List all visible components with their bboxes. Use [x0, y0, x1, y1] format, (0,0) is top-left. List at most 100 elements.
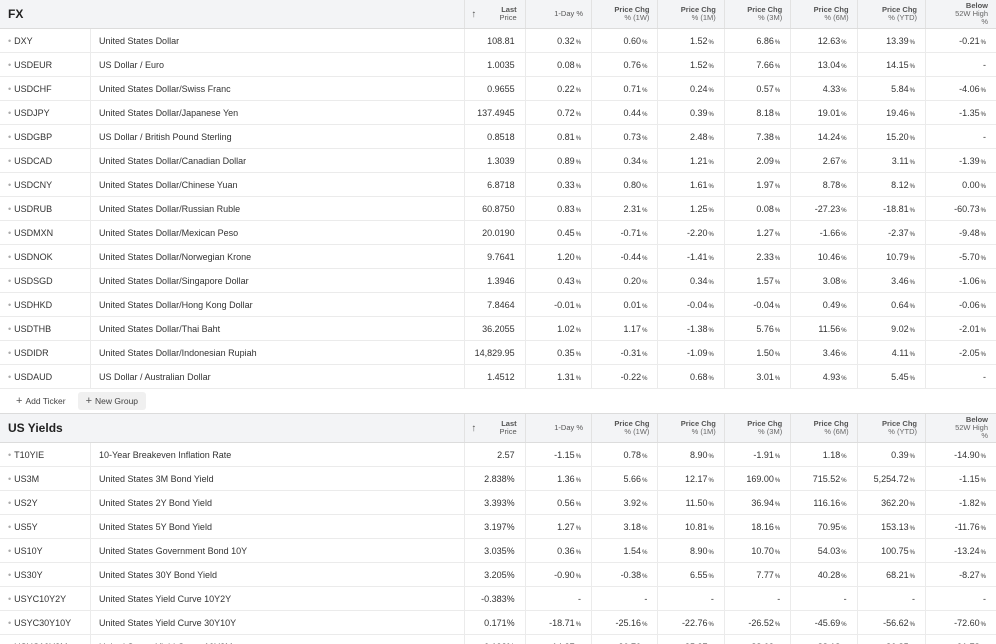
table-row[interactable]: • USDEUR US Dollar / Euro 1.0035 0.08% 0.76% 1… [0, 52, 996, 77]
table-row[interactable]: • USDCAD United States Dollar/Canadian Dol… [0, 148, 996, 173]
col-header-ytd[interactable]: Price Chg% (YTD) [856, 0, 926, 29]
percent-sign: % [841, 183, 847, 190]
ticker-cell[interactable]: • USDCAD [0, 148, 91, 173]
percent-sign: % [909, 477, 915, 484]
ticker-cell[interactable]: • USDCNY [0, 172, 91, 197]
ticker-cell[interactable]: • USDRUB [0, 196, 91, 221]
value: -25.37 [682, 642, 708, 644]
table-row[interactable]: • USDJPY United States Dollar/Japanese Yen… [0, 100, 996, 125]
row-dot-icon: • [8, 203, 12, 214]
ticker-cell[interactable]: • USDAUD [0, 364, 91, 389]
ticker-cell[interactable]: • USDTHB [0, 316, 91, 341]
value: 0.57 [756, 83, 774, 94]
percent-sign: % [909, 87, 915, 94]
value: -2.05 [959, 347, 980, 358]
table-row[interactable]: • USDHKD United States Dollar/Hong Kong Do… [0, 292, 996, 317]
table-row[interactable]: • USDSGD United States Dollar/Singapore Do… [0, 268, 996, 293]
col-header-last-price[interactable]: Last Price [500, 420, 517, 436]
ticker-cell[interactable]: • USDNOK [0, 244, 91, 269]
ticker-cell[interactable]: • US10Y [0, 538, 91, 563]
col-header-high[interactable]: Below 52W High% [925, 0, 996, 29]
col-header-m6[interactable]: Price Chg% (6M) [790, 413, 858, 443]
table-row[interactable]: • USDRUB United States Dollar/Russian Rubl… [0, 196, 996, 221]
ticker-symbol: USDMXN [14, 227, 54, 238]
ticker-cell[interactable]: • USYC30Y10Y [0, 610, 91, 635]
ticker-cell[interactable]: • US2Y [0, 490, 91, 515]
percent-sign: % [841, 39, 847, 46]
table-row[interactable]: • USDAUD US Dollar / Australian Dollar 1.45… [0, 364, 996, 389]
ticker-cell[interactable]: • T10YIE [0, 442, 91, 467]
col-header-high[interactable]: Below 52W High% [925, 413, 996, 443]
table-row[interactable]: • US10Y United States Government Bond 10Y 3… [0, 538, 996, 563]
add-ticker-button[interactable]: + Add Ticker [8, 392, 74, 410]
col-header-m6[interactable]: Price Chg% (6M) [790, 0, 858, 29]
ticker-cell[interactable]: • DXY [0, 28, 91, 53]
value: 70.95 [817, 521, 841, 532]
percent-sign: % [841, 111, 847, 118]
table-row[interactable]: • US30Y United States 30Y Bond Yield 3.205%… [0, 562, 996, 587]
col-header-m1[interactable]: Price Chg% (1M) [657, 413, 725, 443]
table-row[interactable]: • US5Y United States 5Y Bond Yield 3.197% 1.… [0, 514, 996, 539]
fx-group-title[interactable]: FX [0, 0, 465, 29]
ticker-symbol: USYC10Y3M [14, 642, 68, 644]
col-header-w1[interactable]: Price Chg% (1W) [591, 413, 658, 443]
col-header-last-price[interactable]: Last Price [500, 6, 517, 22]
ticker-cell[interactable]: • US30Y [0, 562, 91, 587]
table-row[interactable]: •USYC10Y3MUnited States Yield Curve 10Y3… [0, 634, 996, 644]
chg-1m: 11.50% [657, 490, 725, 515]
ticker-cell[interactable]: • US3M [0, 466, 91, 491]
ticker-cell[interactable]: •USYC10Y3M [0, 634, 91, 644]
row-dot-icon: • [8, 521, 12, 532]
new-group-button[interactable]: + New Group [77, 392, 147, 410]
ticker-symbol: USYC30Y10Y [14, 617, 72, 628]
value: 0.73 [623, 131, 642, 142]
value: -1.39 [959, 155, 980, 166]
table-row[interactable]: • USYC10Y2Y United States Yield Curve 10Y2… [0, 586, 996, 611]
col-header-w1[interactable]: Price Chg% (1W) [591, 0, 658, 29]
instrument-name: United States 3M Bond Yield [90, 466, 465, 491]
us-yields-group-title[interactable]: US Yields [0, 413, 465, 443]
col-header-m1[interactable]: Price Chg% (1M) [657, 0, 725, 29]
row-dot-icon: • [8, 449, 12, 460]
ticker-cell[interactable]: • USDMXN [0, 220, 91, 245]
col-header-m3[interactable]: Price Chg% (3M) [723, 413, 791, 443]
percent-sign: % [841, 279, 847, 286]
sort-arrow-icon[interactable]: ↑ Last Price [464, 413, 526, 443]
chg-ytd: 3.11% [856, 148, 926, 173]
value: -1.35 [959, 107, 980, 118]
ticker-cell[interactable]: • USDIDR [0, 340, 91, 365]
sort-arrow-icon[interactable]: ↑ Last Price [464, 0, 526, 29]
table-row[interactable]: • USDTHB United States Dollar/Thai Baht 36.… [0, 316, 996, 341]
ticker-cell[interactable]: • USDSGD [0, 268, 91, 293]
col-header-1-day[interactable]: 1-Day % [524, 413, 592, 443]
chg-1w: -0.38% [591, 562, 658, 587]
table-row[interactable]: • USYC30Y10Y United States Yield Curve 30Y… [0, 610, 996, 635]
table-row[interactable]: • USDGBP US Dollar / British Pound Sterlin… [0, 124, 996, 149]
table-row[interactable]: • USDMXN United States Dollar/Mexican Peso… [0, 220, 996, 245]
chg-6m: 715.52% [790, 466, 858, 491]
col-header-m3[interactable]: Price Chg% (3M) [723, 0, 791, 29]
table-row[interactable]: • USDIDR United States Dollar/Indonesian R… [0, 340, 996, 365]
ticker-cell[interactable]: • USYC10Y2Y [0, 586, 91, 611]
table-row[interactable]: • US2Y United States 2Y Bond Yield 3.393% 0.… [0, 490, 996, 515]
table-row[interactable]: • DXY United States Dollar 108.81 0.32% 0.60%… [0, 28, 996, 53]
col-header-ytd[interactable]: Price Chg% (YTD) [856, 413, 926, 443]
chg-1m: -1.09% [657, 340, 725, 365]
ticker-cell[interactable]: • USDCHF [0, 76, 91, 101]
table-row[interactable]: • USDCNY United States Dollar/Chinese Yuan… [0, 172, 996, 197]
col-header-last-price-line: Price [499, 427, 517, 436]
ticker-cell[interactable]: • US5Y [0, 514, 91, 539]
ticker-cell[interactable]: • USDHKD [0, 292, 91, 317]
ticker-cell[interactable]: • USDEUR [0, 52, 91, 77]
value: 153.13 [881, 521, 909, 532]
chg-ytd: 3.46% [856, 268, 926, 293]
chg-1w: -0.44% [591, 244, 658, 269]
table-row[interactable]: • US3M United States 3M Bond Yield 2.838% 1.… [0, 466, 996, 491]
sort-arrow-glyph: ↑ [471, 8, 477, 20]
table-row[interactable]: • T10YIE 10-Year Breakeven Inflation Rate 2… [0, 442, 996, 467]
table-row[interactable]: • USDNOK United States Dollar/Norwegian Kr… [0, 244, 996, 269]
table-row[interactable]: • USDCHF United States Dollar/Swiss Franc 0… [0, 76, 996, 101]
ticker-cell[interactable]: • USDJPY [0, 100, 91, 125]
col-header-1-day[interactable]: 1-Day % [524, 0, 592, 29]
ticker-cell[interactable]: • USDGBP [0, 124, 91, 149]
